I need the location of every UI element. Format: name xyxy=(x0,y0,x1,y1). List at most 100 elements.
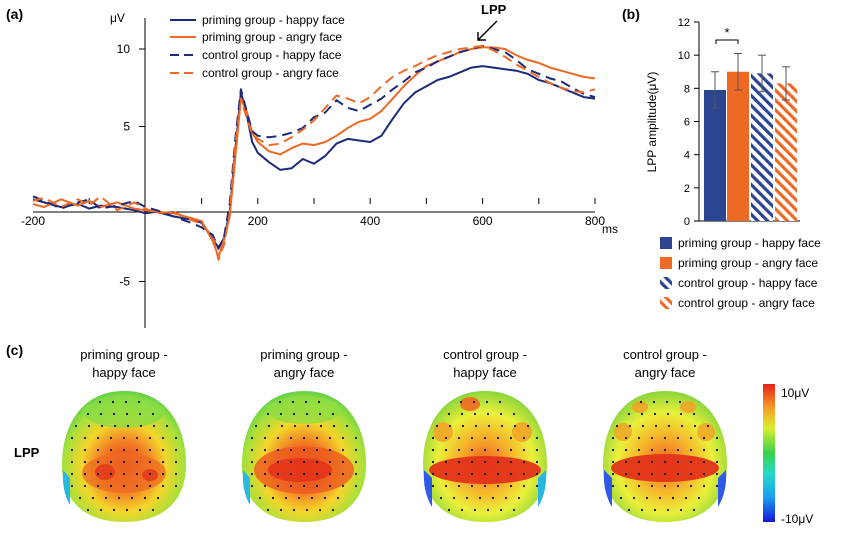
electrode-dot xyxy=(354,484,358,488)
electrode-dot xyxy=(715,484,719,488)
electrode-dot xyxy=(328,436,332,440)
erp-x-tick-label: -200 xyxy=(21,214,45,228)
electrode-dot xyxy=(99,508,103,512)
electrode-dot xyxy=(485,400,489,404)
electrode-dot xyxy=(689,484,693,488)
electrode-dot xyxy=(431,436,435,440)
bar-ticks: 0 2 4 6 8 10 12 xyxy=(678,17,699,228)
electrode-dot xyxy=(174,436,178,440)
electrode-dot xyxy=(250,448,254,452)
electrode-dot xyxy=(78,496,82,500)
electrode-dot xyxy=(276,436,280,440)
electrode-dot xyxy=(111,400,115,404)
electrode-dot xyxy=(354,448,358,452)
electrode-dot xyxy=(278,400,282,404)
electrode-dot xyxy=(692,412,696,416)
bar-y-tick-label: 12 xyxy=(678,17,690,29)
electrode-dot xyxy=(496,460,500,464)
electrode-dot xyxy=(470,448,474,452)
panel-label-a: (a) xyxy=(6,6,23,22)
lpp-bar-chart: 0 2 4 6 8 10 12 LPP amplitude(μV) * priming gr… xyxy=(645,17,821,310)
electrode-dot xyxy=(715,460,719,464)
electrode-dot xyxy=(504,496,508,500)
electrode-dot xyxy=(161,472,165,476)
electrode-dot xyxy=(135,484,139,488)
electrode-dot xyxy=(174,448,178,452)
electrode-dot xyxy=(684,496,688,500)
electrode-dot xyxy=(640,508,644,512)
electrode-dot xyxy=(457,436,461,440)
significance-bracket xyxy=(715,39,739,44)
electrode-dot xyxy=(122,448,126,452)
bar-y-tick-label: 0 xyxy=(684,216,690,228)
electrode-dot xyxy=(496,484,500,488)
electrode-dot xyxy=(83,436,87,440)
significance-star: * xyxy=(724,25,729,40)
electrode-dot xyxy=(496,436,500,440)
topo-map-priming-angry xyxy=(242,391,366,522)
electrode-dot xyxy=(341,484,345,488)
electrode-dot xyxy=(165,424,169,428)
electrode-dot xyxy=(354,436,358,440)
electrode-dot xyxy=(535,484,539,488)
electrode-dot xyxy=(452,496,456,500)
electrode-dot xyxy=(470,484,474,488)
electrode-dot xyxy=(665,400,669,404)
electrode-dot xyxy=(152,424,156,428)
electrode-dot xyxy=(650,472,654,476)
bar-3 xyxy=(751,73,773,222)
electrode-dot xyxy=(280,424,284,428)
electrode-dot xyxy=(663,460,667,464)
electrode-dot xyxy=(486,508,490,512)
electrode-dot xyxy=(522,472,526,476)
electrode-dot xyxy=(676,448,680,452)
electrode-dot xyxy=(641,424,645,428)
electrode-dot xyxy=(619,496,623,500)
electrode-dot xyxy=(83,472,87,476)
electrode-dot xyxy=(522,436,526,440)
erp-y-unit: μV xyxy=(110,11,125,25)
electrode-dot xyxy=(457,472,461,476)
electrode-dot xyxy=(135,436,139,440)
electrode-dot xyxy=(483,448,487,452)
topographic-maps: LPP priming group - happy face priming g… xyxy=(14,347,813,526)
topo-row-label: LPP xyxy=(14,445,40,460)
electrode-dot xyxy=(645,496,649,500)
electrode-dot xyxy=(637,436,641,440)
electrode-dot xyxy=(702,472,706,476)
electrode-dot xyxy=(465,496,469,500)
electrode-dot xyxy=(297,496,301,500)
electrode-dot xyxy=(517,496,521,500)
legend-swatch-control-angry xyxy=(660,297,672,309)
electrode-dot xyxy=(83,484,87,488)
bar-y-tick-label: 8 xyxy=(684,83,690,95)
electrode-dot xyxy=(354,472,358,476)
electrode-dot xyxy=(470,460,474,464)
electrode-dot xyxy=(302,472,306,476)
electrode-dot xyxy=(341,448,345,452)
electrode-dot xyxy=(689,472,693,476)
electrode-dot xyxy=(499,412,503,416)
electrode-dot xyxy=(291,400,295,404)
electrode-dot xyxy=(678,400,682,404)
electrode-dot xyxy=(331,508,335,512)
electrode-dot xyxy=(535,436,539,440)
electrode-dots xyxy=(70,400,719,512)
electrode-dot xyxy=(70,448,74,452)
erp-series-3 xyxy=(32,44,596,250)
electrode-dot xyxy=(148,436,152,440)
electrode-dot xyxy=(715,448,719,452)
legend-label-priming-happy: priming group - happy face xyxy=(202,13,345,27)
erp-y-tick-label: -5 xyxy=(119,275,130,289)
electrode-dot xyxy=(250,472,254,476)
electrode-dot xyxy=(174,484,178,488)
electrode-dot xyxy=(431,460,435,464)
electrode-dot xyxy=(697,496,701,500)
erp-series-1 xyxy=(32,65,596,249)
electrode-dot xyxy=(671,496,675,500)
electrode-dot xyxy=(460,412,464,416)
electrode-dot xyxy=(305,508,309,512)
electrode-dot xyxy=(431,448,435,452)
electrode-dot xyxy=(512,412,516,416)
electrode-dot xyxy=(161,484,165,488)
